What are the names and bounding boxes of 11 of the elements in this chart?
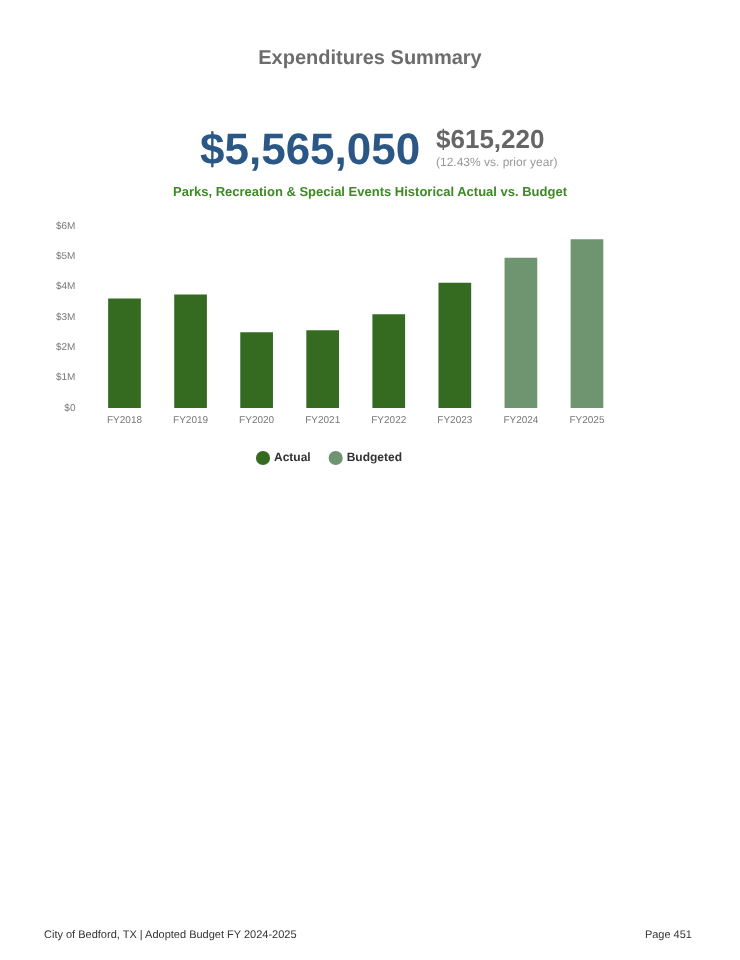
bar [570,239,604,408]
bar [240,332,273,408]
bar [438,282,472,408]
bar [108,298,141,408]
bar [306,330,340,408]
bar [174,294,207,408]
bar [372,314,406,408]
text: $5,565,050 [200,124,421,176]
bar [504,257,538,408]
text: $615,220 [436,124,545,154]
text: Expenditures Summary [256,48,484,70]
